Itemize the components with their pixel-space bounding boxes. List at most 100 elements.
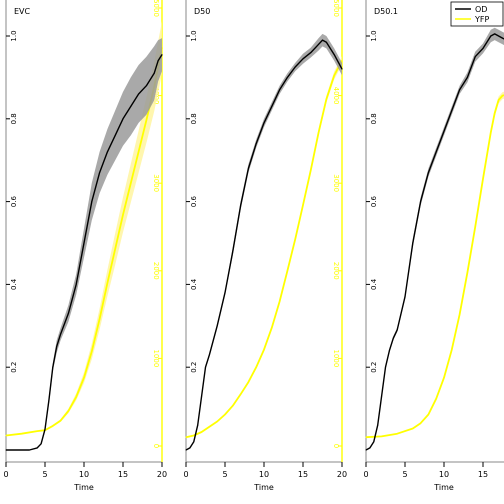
data-point-yfp [67,410,69,412]
data-point-yfp [216,421,218,422]
data-point-od [333,54,335,56]
left-tick-label: 0.4 [370,278,378,290]
data-point-yfp [91,350,93,352]
data-point-yfp [130,182,132,184]
left-tick-label: 0.4 [10,278,18,290]
data-point-yfp [502,95,503,97]
panel-3: D50.10.20.40.60.81.001000200030004000500… [363,0,504,492]
data-point-od [365,449,367,451]
data-point-od [373,441,375,443]
data-point-yfp [427,414,429,415]
x-tick-label: 10 [439,470,449,479]
data-point-od [412,242,414,244]
x-tick-label: 10 [79,470,89,479]
left-tick-label: 1.0 [190,30,198,41]
data-point-od [99,172,101,174]
data-point-od [75,283,77,285]
data-point-od [427,172,429,174]
data-point-yfp [412,428,414,429]
data-point-yfp [99,318,101,320]
right-tick-label: 1000 [332,349,340,367]
data-point-od [490,35,492,37]
data-point-yfp [255,366,257,368]
data-point-yfp [325,98,327,100]
data-point-od [377,424,379,426]
data-point-od [498,35,500,37]
data-point-yfp [294,238,296,240]
left-tick-label: 0.2 [190,362,198,373]
data-point-yfp [247,381,249,383]
x-tick-label: 0 [363,470,368,479]
data-point-yfp [114,248,116,250]
data-point-od [130,105,132,107]
panel-title: EVC [14,7,31,16]
data-point-yfp [490,131,492,133]
data-point-yfp [310,169,312,171]
data-point-od [52,366,54,368]
data-point-yfp [138,151,140,153]
data-point-yfp [279,301,281,302]
data-point-yfp [381,435,383,437]
data-point-yfp [333,75,335,76]
data-point-yfp [271,327,273,329]
data-point-od [255,143,257,145]
data-point-yfp [302,204,304,206]
legend-label-od: OD [475,5,487,14]
data-point-od [396,329,398,331]
data-point-od [91,201,93,203]
data-point-od [420,201,422,203]
data-point-yfp [318,131,320,133]
right-tick-label: 1000 [152,349,160,367]
data-point-od [5,449,7,451]
data-point-od [106,151,108,153]
data-point-od [197,424,199,426]
data-point-od [28,449,30,451]
left-tick-label: 1.0 [370,30,378,41]
data-point-od [443,130,445,132]
series-line-od [185,39,343,451]
x-axis-label: Time [433,483,454,492]
x-axis-label: Time [253,483,274,492]
data-point-yfp [498,99,500,101]
data-point-yfp [21,433,23,435]
data-point-od [21,449,23,451]
series-line-yfp [185,60,343,439]
left-tick-label: 0.2 [370,362,378,373]
data-point-od [369,447,371,449]
data-point-yfp [75,396,77,398]
left-tick-label: 0.6 [370,195,378,207]
data-point-yfp [263,349,265,351]
left-tick-label: 1.0 [10,30,18,41]
series-band-od [366,27,504,450]
data-point-yfp [420,422,422,424]
data-point-od [56,346,58,347]
data-point-od [153,72,155,74]
data-point-od [122,118,124,120]
left-tick-label: 0.6 [190,195,198,207]
data-point-od [216,325,218,327]
data-point-od [193,441,195,443]
right-tick-label: 4000 [332,87,340,105]
data-point-od [60,333,62,335]
series-line-yfp [365,94,504,439]
data-point-od [44,428,46,430]
right-tick-label: 2000 [152,262,160,280]
data-point-yfp [443,377,445,379]
data-point-od [474,56,476,58]
right-tick-label: 5000 [152,0,160,17]
data-point-od [114,134,116,136]
x-tick-label: 5 [222,470,227,479]
right-tick-label: 2000 [332,262,340,280]
legend-box [450,1,504,27]
data-point-yfp [451,349,453,351]
x-tick-label: 0 [183,470,188,479]
data-point-od [325,41,327,43]
data-point-od [302,58,304,60]
x-tick-label: 20 [157,470,167,479]
data-point-yfp [52,425,54,427]
data-point-yfp [60,420,62,422]
data-point-yfp [286,270,288,272]
data-point-yfp [482,178,484,180]
